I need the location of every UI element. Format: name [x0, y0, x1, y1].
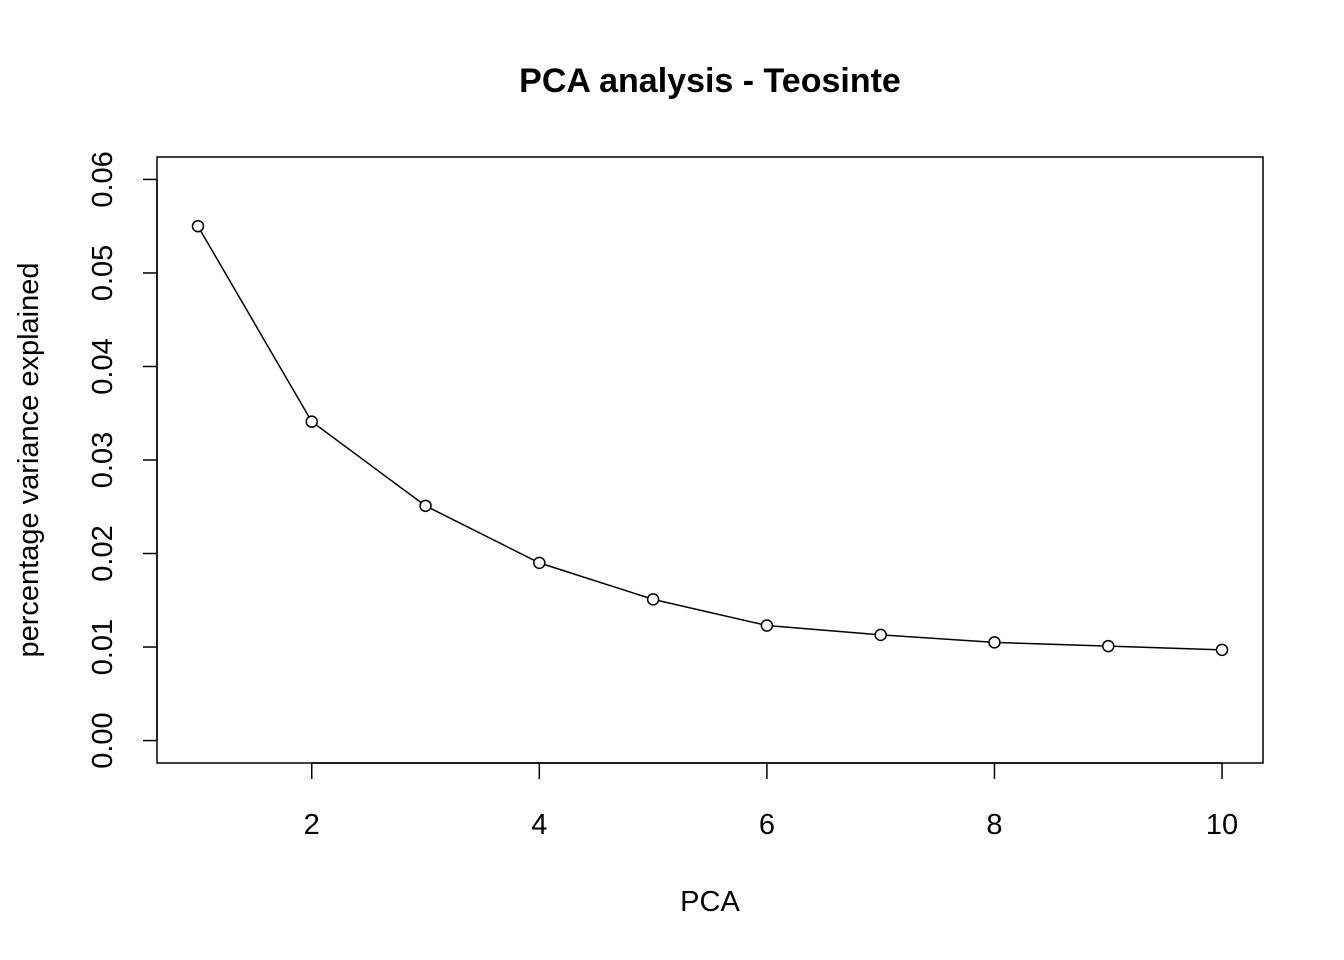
data-point — [646, 593, 660, 606]
x-tick-label: 10 — [1206, 809, 1238, 841]
y-tick-label: 0.06 — [87, 151, 119, 207]
x-tick-label: 4 — [531, 809, 547, 841]
x-tick-label: 2 — [304, 809, 320, 841]
plot-frame — [156, 156, 1264, 764]
y-axis-label: percentage variance explained — [13, 263, 45, 658]
data-point — [1215, 643, 1229, 657]
y-tick-label: 0.03 — [87, 432, 119, 488]
data-point — [988, 636, 1001, 649]
data-point — [305, 415, 318, 428]
x-tick-label: 8 — [986, 809, 1002, 841]
x-axis-label: PCA — [680, 886, 740, 918]
y-tick-label: 0.01 — [87, 619, 119, 675]
data-point — [874, 628, 887, 642]
series-polyline — [197, 225, 1223, 651]
x-tick-label: 6 — [759, 809, 775, 841]
y-tick-label: 0.02 — [87, 525, 119, 581]
y-tick-label: 0.05 — [87, 245, 119, 301]
y-axis: 0.00 0.01 0.02 0.03 0.04 0.05 0.06 — [87, 151, 158, 769]
y-tick-label: 0.04 — [87, 338, 119, 394]
data-point — [191, 219, 205, 233]
chart-title: PCA analysis - Teosinte — [519, 62, 901, 100]
y-tick-label: 0.00 — [87, 712, 119, 768]
data-point — [1102, 639, 1115, 653]
x-axis: 2 4 6 8 10 — [304, 762, 1238, 841]
data-point — [760, 619, 774, 632]
series-line — [191, 219, 1229, 657]
data-point — [533, 556, 546, 570]
data-point — [419, 499, 432, 513]
